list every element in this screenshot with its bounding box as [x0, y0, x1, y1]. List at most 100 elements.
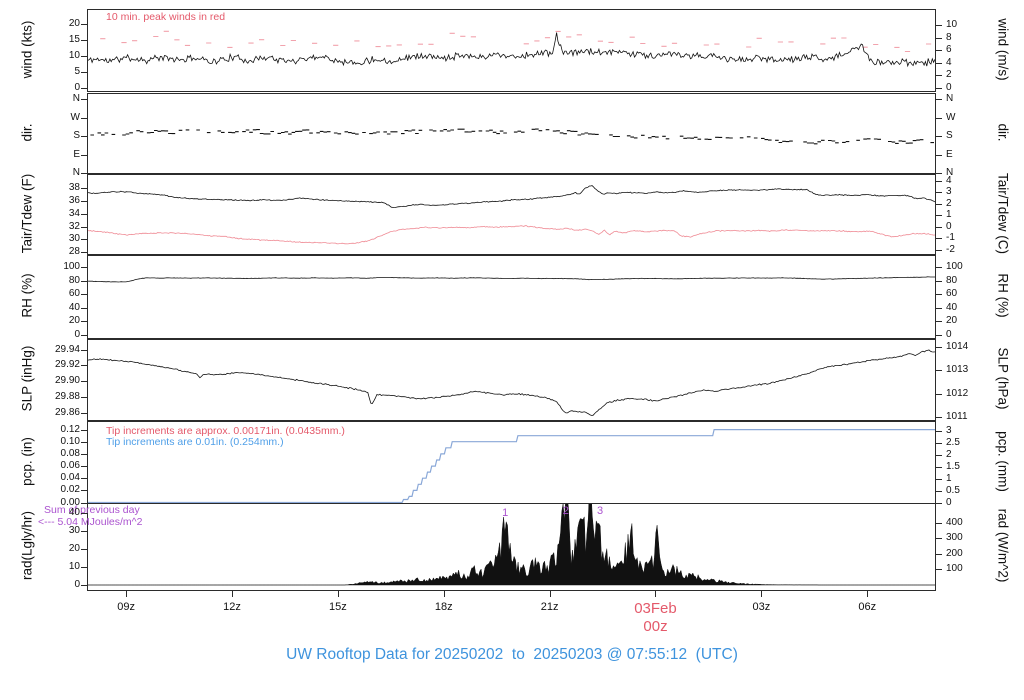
x-tick-label: 18z — [434, 601, 453, 613]
panel-dir — [87, 93, 936, 174]
series-rh — [88, 276, 935, 283]
panel-temp — [87, 174, 936, 255]
y-tick-left — [81, 412, 87, 414]
panel-slp — [87, 339, 936, 421]
figure-title: UW Rooftop Data for 20250202 to 20250203… — [286, 646, 738, 663]
series-wind-avg — [88, 32, 935, 68]
plot-area-rh — [88, 276, 935, 283]
y-tick-left — [81, 280, 87, 282]
y-tick-label-right: 1011 — [946, 410, 968, 422]
y-tick-right — [936, 346, 942, 348]
y-tick-label-right: 20 — [946, 315, 958, 327]
series-tair — [88, 185, 935, 209]
plot-area-slp — [88, 349, 935, 416]
axis-title-right-rad: rad (W/m^2) — [995, 508, 1011, 583]
y-tick-right — [936, 62, 942, 64]
y-tick-label-left: 0.00 — [60, 496, 80, 508]
y-tick-right — [936, 37, 942, 39]
x-tick — [231, 591, 233, 597]
y-tick-right — [936, 370, 942, 372]
y-tick-label-left: N — [72, 93, 80, 105]
y-tick-label-left: 20 — [68, 542, 80, 554]
y-tick-right — [936, 294, 942, 296]
y-tick-right — [936, 307, 942, 309]
panel-rad: Sum of previous day <--- 5.04 MJoules/m^2… — [38, 503, 936, 591]
y-tick-label-left: 60 — [68, 288, 80, 300]
y-tick-label-left: 30 — [68, 233, 80, 245]
y-tick-label-left: 10 — [68, 49, 80, 61]
y-tick-label-left: N — [72, 167, 80, 178]
x-tick-label: 09z — [117, 601, 135, 613]
y-tick-right — [936, 321, 942, 323]
y-tick-left — [81, 478, 87, 480]
y-tick-right — [936, 430, 942, 432]
y-tick-label-right: 0.5 — [946, 484, 960, 496]
y-tick-left — [81, 397, 87, 399]
x-tick-label: 06z — [858, 601, 877, 613]
y-tick-label-left: 0.02 — [60, 484, 80, 496]
y-tick-label-right: -2 — [946, 243, 955, 255]
y-tick-label-left: 40 — [68, 506, 80, 518]
y-tick-label-left: W — [70, 111, 80, 123]
y-tick-label-right: 400 — [946, 516, 963, 528]
y-tick-right — [936, 203, 942, 205]
y-tick-label-left: 0.08 — [60, 447, 80, 459]
axis-title-left-rad: rad(Lgly/hr) — [19, 510, 35, 581]
series-wind-direction — [90, 128, 934, 145]
y-tick-label-right: W — [946, 111, 956, 123]
y-tick-label-right: 0 — [946, 496, 952, 508]
y-tick-label-left: 80 — [68, 274, 80, 286]
y-tick-label-right: N — [946, 93, 954, 105]
y-tick-left — [81, 307, 87, 309]
y-tick-label-right: 1012 — [946, 387, 969, 399]
y-tick-label-left: 29.90 — [54, 375, 80, 387]
y-tick-label-right: 2.5 — [946, 436, 960, 448]
y-tick-right — [936, 553, 942, 555]
y-tick-label-left: 0 — [74, 328, 80, 340]
y-tick-right — [936, 75, 942, 77]
y-tick-label-right: 0 — [946, 328, 952, 340]
y-tick-label-left: 15 — [68, 33, 80, 45]
series-solar-radiation — [88, 504, 935, 586]
y-tick-label-left: 34 — [68, 207, 80, 219]
y-tick-right — [936, 569, 942, 571]
y-tick-label-right: 3 — [946, 186, 952, 198]
x-tick-label: 21z — [540, 601, 559, 613]
y-tick-label-left: 5 — [74, 65, 80, 77]
y-tick-right — [936, 466, 942, 468]
y-tick-label-left: 38 — [68, 182, 80, 194]
y-tick-right — [936, 117, 942, 119]
y-tick-right — [936, 99, 942, 101]
x-date-line1: 03Feb — [634, 600, 677, 617]
y-tick-label-right: 2 — [946, 197, 952, 209]
y-tick-right — [936, 136, 942, 138]
y-tick-left — [81, 71, 87, 73]
y-tick-right — [936, 226, 942, 228]
y-tick-label-right: E — [946, 148, 953, 160]
x-tick — [867, 591, 869, 597]
y-tick-label-right: 40 — [946, 301, 958, 313]
y-tick-right — [936, 522, 942, 524]
y-tick-label-right: 4 — [946, 56, 952, 68]
y-tick-label-right: 80 — [946, 274, 958, 286]
y-tick-label-left: S — [73, 130, 80, 142]
plot-area-temp — [88, 185, 935, 245]
y-tick-left — [81, 239, 87, 241]
y-tick-right — [936, 180, 942, 182]
x-tick — [761, 591, 763, 597]
y-tick-label-right: 2 — [946, 448, 952, 460]
y-tick-label-right: 100 — [946, 563, 963, 575]
y-tick-right — [936, 192, 942, 194]
y-tick-left — [81, 512, 87, 514]
y-tick-left — [81, 530, 87, 532]
y-tick-right — [936, 215, 942, 217]
y-tick-left — [81, 173, 87, 174]
y-tick-right — [936, 478, 942, 480]
x-tick-label: 03z — [752, 601, 771, 613]
y-tick-left — [81, 201, 87, 203]
y-tick-label-right: 3 — [946, 424, 952, 436]
y-tick-label-left: 0.12 — [60, 423, 80, 435]
y-tick-left — [81, 136, 87, 138]
y-tick-left — [81, 453, 87, 455]
